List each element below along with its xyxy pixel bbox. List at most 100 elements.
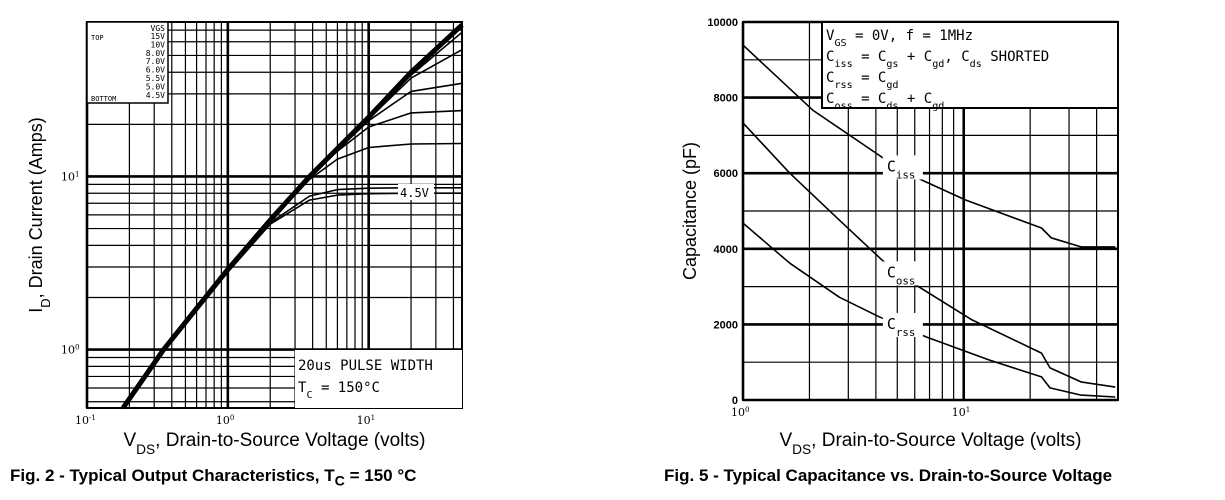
text-part: C xyxy=(887,263,896,281)
subscript: rss xyxy=(834,80,852,91)
text-part: = C xyxy=(853,70,887,86)
y-tick-label: 4000 xyxy=(714,244,738,256)
text-part: 10 xyxy=(216,414,230,427)
subscript: DS xyxy=(136,442,155,457)
text-part: Capacitance (pF) xyxy=(680,142,700,280)
series-label: Crss xyxy=(887,315,916,339)
annotation-temperature: TC = 150°C xyxy=(298,380,380,401)
series-label-bg xyxy=(882,261,923,286)
condition-line: Coss = Cds + Cgd xyxy=(826,91,944,112)
caption-suffix: = 150 °C xyxy=(344,466,417,485)
text-part: 10000 xyxy=(707,17,738,29)
fig5-caption: Fig. 5 - Typical Capacitance vs. Drain-t… xyxy=(664,466,1112,486)
text-part: SHORTED xyxy=(982,49,1049,65)
series-line-crss xyxy=(742,222,1116,398)
text-part: = C xyxy=(853,49,887,65)
text-part: TOP xyxy=(91,34,104,42)
superscript: -1 xyxy=(89,413,96,422)
subscript: GS xyxy=(834,38,846,49)
y-tick-label: 10000 xyxy=(707,17,738,29)
text-part: , C xyxy=(944,49,969,65)
text-part: = 0V, f = 1MHz xyxy=(847,28,973,44)
series-line-ciss xyxy=(742,44,1116,248)
series-label: Ciss xyxy=(887,157,916,181)
y-tick-label: 2000 xyxy=(714,319,738,331)
subscript: gs xyxy=(886,59,898,70)
legend-bottom-label: BOTTOM xyxy=(91,95,116,103)
text-part: V xyxy=(123,430,136,451)
legend-entry: 5.5V xyxy=(146,74,165,83)
legend-header: VGS xyxy=(151,24,166,33)
text-part: + C xyxy=(899,49,933,65)
text-part: 5.5V xyxy=(146,74,165,83)
plot-frame xyxy=(86,21,463,409)
text-part: C xyxy=(887,157,896,175)
subscript: D xyxy=(38,298,53,307)
series-label-bg xyxy=(882,155,923,180)
subscript: oss xyxy=(896,274,916,287)
text-part: 6000 xyxy=(714,168,738,180)
legend-entry: 6.0V xyxy=(146,66,165,75)
text-part: 10V xyxy=(151,40,166,49)
text-part: V xyxy=(826,28,835,44)
text-part: , Drain Current (Amps) xyxy=(26,117,46,298)
subscript: oss xyxy=(834,101,852,112)
text-part: 6.0V xyxy=(146,66,165,75)
legend-entry: 8.0V xyxy=(146,49,165,58)
fig2-caption: Fig. 2 - Typical Output Characteristics,… xyxy=(10,466,416,489)
superscript: 0 xyxy=(75,342,80,351)
text-part: 10 xyxy=(75,414,89,427)
superscript: 1 xyxy=(966,405,971,414)
x-tick-label: 101 xyxy=(357,413,376,428)
legend-entry: 5.0V xyxy=(146,82,165,91)
text-part: 10 xyxy=(61,170,75,183)
y-tick-label: 100 xyxy=(61,342,80,357)
text-part: 10 xyxy=(952,406,966,419)
superscript: 0 xyxy=(745,405,750,414)
superscript: 1 xyxy=(75,169,80,178)
curve-label-4-5v: 4.5V xyxy=(400,186,429,200)
text-part: 15V xyxy=(151,32,166,41)
subscript: C xyxy=(306,390,312,401)
text-part: C xyxy=(826,49,834,65)
x-tick-label: 100 xyxy=(216,413,235,428)
condition-line: Ciss = Cgs + Cgd, Cds SHORTED xyxy=(826,49,1049,70)
series-line-45v xyxy=(122,192,462,409)
y-tick-label: 101 xyxy=(61,169,80,184)
text-part: VGS xyxy=(151,24,166,33)
condition-line: VGS = 0V, f = 1MHz xyxy=(826,28,973,49)
legend-entry: 15V xyxy=(151,32,166,41)
legend-entry: 4.5V xyxy=(146,91,165,100)
text-part: BOTTOM xyxy=(91,95,116,103)
text-part: V xyxy=(779,430,792,451)
y-axis-label: Capacitance (pF) xyxy=(680,142,700,280)
text-part: 4.5V xyxy=(146,91,165,100)
text-part: 2000 xyxy=(714,319,738,331)
superscript: 0 xyxy=(230,413,235,422)
text-part: 10 xyxy=(61,344,75,357)
text-part: + C xyxy=(899,91,933,107)
caption-text: Fig. 2 - Typical Output Characteristics,… xyxy=(10,466,335,485)
annotation-box xyxy=(295,350,462,408)
text-part: 4000 xyxy=(714,244,738,256)
subscript: gd xyxy=(886,80,898,91)
subscript: ds xyxy=(970,59,982,70)
legend-entry: 10V xyxy=(151,40,166,49)
x-tick-label: 100 xyxy=(731,405,750,420)
y-axis-label: ID, Drain Current (Amps) xyxy=(26,117,53,312)
legend-entry: 7.0V xyxy=(146,57,165,66)
superscript: 1 xyxy=(371,413,376,422)
series-line-coss xyxy=(742,122,1116,388)
x-tick-label: 101 xyxy=(952,405,971,420)
text-part: 20us PULSE WIDTH xyxy=(298,358,433,374)
text-part: = 150°C xyxy=(313,380,380,396)
y-tick-label: 6000 xyxy=(714,168,738,180)
subscript: iss xyxy=(896,168,916,181)
caption-text: Fig. 5 - Typical Capacitance vs. Drain-t… xyxy=(664,466,1113,485)
series-label-bg xyxy=(882,312,923,337)
text-part: C xyxy=(826,70,834,86)
text-part: 0 xyxy=(732,395,738,407)
